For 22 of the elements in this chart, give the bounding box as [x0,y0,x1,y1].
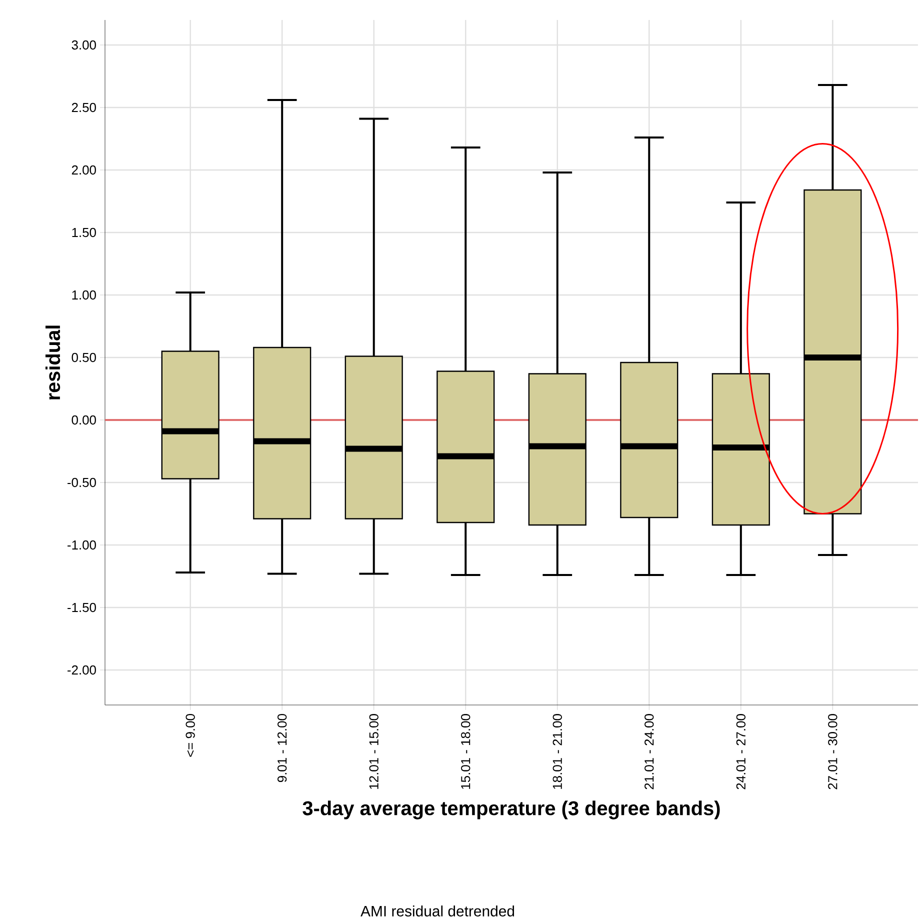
x-tick-label: 18.01 - 21.00 [552,714,562,789]
x-tick-label: 24.01 - 27.00 [736,714,746,790]
y-tick-label: 3.00 [72,40,96,50]
y-tick-label: 1.50 [72,228,96,238]
x-tick-label: 15.01 - 18.00 [461,714,470,789]
x-axis-title: 3-day average temperature (3 degree bands) [302,800,720,820]
x-tick-label: 27.01 - 30.00 [828,714,838,790]
y-tick-label: 2.00 [72,165,96,175]
y-tick-label: 2.50 [72,102,96,112]
x-tick-label: <= 9.00 [186,714,195,757]
y-tick-label: 0.00 [72,415,96,425]
y-tick-label: -0.50 [68,478,96,488]
y-tick-label: -1.00 [68,540,96,550]
y-tick-label: 1.00 [72,290,96,300]
text: AMI residual detrended [360,906,514,916]
y-axis-title: residual [45,326,60,400]
x-tick-label: 12.01 - 15.00 [369,714,378,789]
y-tick-label: -2.00 [68,665,96,675]
x-tick-label: 9.01 - 12.00 [278,714,287,782]
y-tick-label: 0.50 [72,352,96,362]
x-tick-label: 21.01 - 24.00 [644,714,654,790]
y-tick-label: -1.50 [68,602,96,612]
